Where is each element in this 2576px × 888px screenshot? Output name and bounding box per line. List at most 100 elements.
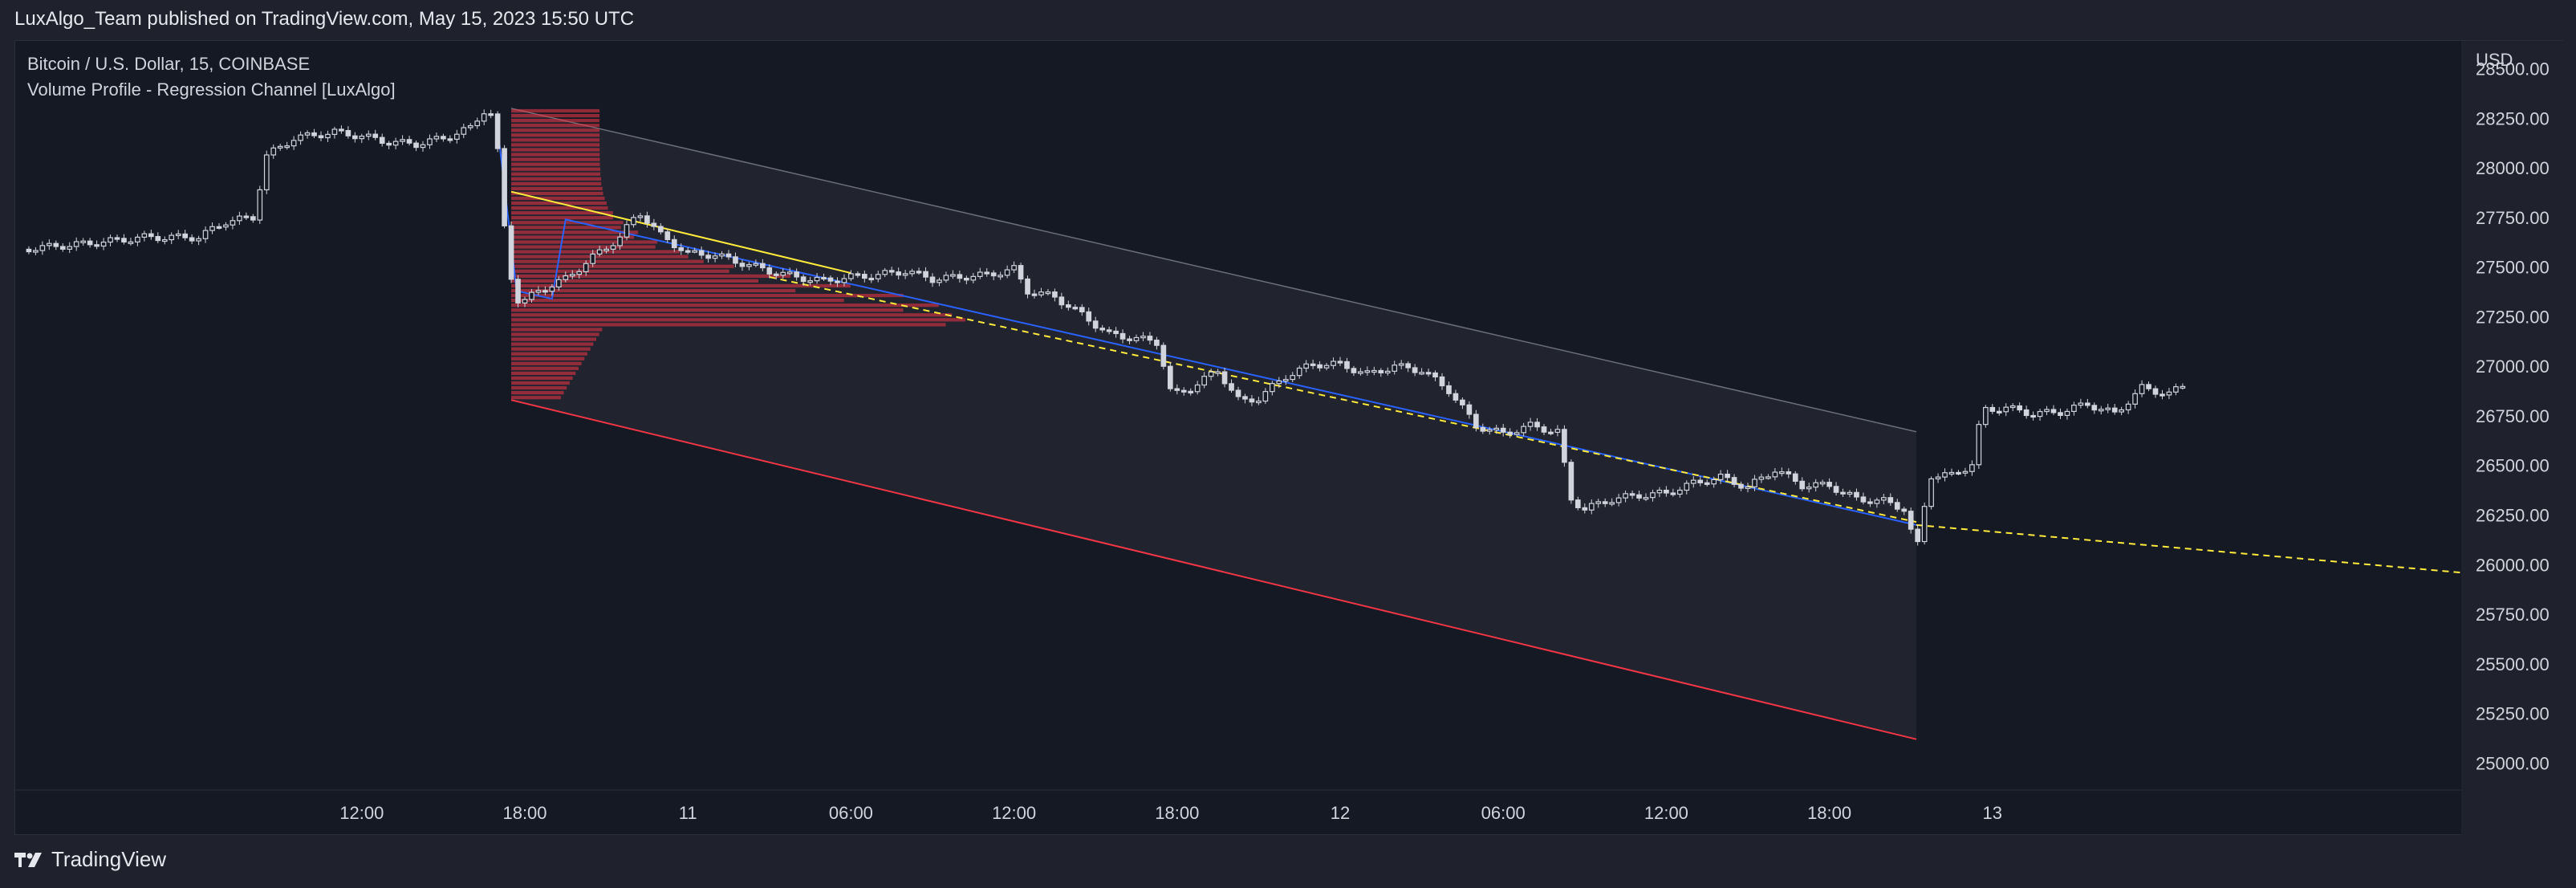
candle-body xyxy=(1113,330,1119,335)
candle-body xyxy=(1514,432,1520,435)
candle-body xyxy=(1772,471,1778,478)
profile-row xyxy=(511,113,600,118)
candle-body xyxy=(2003,406,2009,413)
candle-body xyxy=(80,240,87,243)
candle-body xyxy=(651,222,657,227)
candle-body xyxy=(692,250,698,253)
candle-body xyxy=(67,246,73,250)
candle-body xyxy=(657,226,664,233)
candle-body xyxy=(352,135,358,140)
candle-body xyxy=(698,250,705,256)
chart-legend: Bitcoin / U.S. Dollar, 15, COINBASE Volu… xyxy=(27,51,396,103)
candle-body xyxy=(386,142,392,146)
candle-body xyxy=(1242,396,1248,400)
profile-row xyxy=(511,186,603,191)
candle-body xyxy=(1677,489,1683,495)
profile-row xyxy=(511,148,600,152)
profile-row xyxy=(511,133,600,137)
candle-body xyxy=(2050,409,2057,413)
candle-body xyxy=(1412,367,1418,373)
profile-row xyxy=(511,308,904,312)
candle-body xyxy=(759,263,766,269)
candle-body xyxy=(563,275,569,280)
candle-body xyxy=(2085,402,2090,406)
profile-row xyxy=(511,381,570,385)
candle-body xyxy=(970,275,977,281)
candle-body xyxy=(2160,393,2165,397)
candle-body xyxy=(1867,501,1873,504)
profile-row xyxy=(511,191,603,196)
candle-body xyxy=(1405,363,1412,369)
candle-body xyxy=(2173,386,2179,393)
time-tick-label: 12:00 xyxy=(339,803,384,823)
indicator-title[interactable]: Volume Profile - Regression Channel [Lux… xyxy=(27,79,396,100)
candle-body xyxy=(114,237,120,240)
candle-body xyxy=(1574,499,1581,508)
candle-body xyxy=(603,248,609,251)
candle-body xyxy=(1331,360,1336,366)
candle-body xyxy=(1507,431,1514,435)
candle-body xyxy=(1480,426,1486,432)
candle-body xyxy=(631,217,636,226)
candle-body xyxy=(943,275,949,281)
candle-body xyxy=(1908,511,1914,530)
candle-body xyxy=(1215,371,1221,374)
profile-row xyxy=(511,255,689,259)
profile-row xyxy=(511,391,564,395)
candle-body xyxy=(529,291,534,300)
candle-body xyxy=(1256,400,1262,404)
profile-row xyxy=(511,211,613,215)
candle-body xyxy=(1127,338,1132,341)
candle-body xyxy=(263,154,270,191)
candle-body xyxy=(1738,483,1744,489)
candle-body xyxy=(977,271,983,277)
footer-brand[interactable]: TradingView xyxy=(51,847,167,871)
candle-body xyxy=(1180,389,1187,393)
profile-row xyxy=(511,143,600,147)
candle-body xyxy=(1282,378,1289,382)
candle-body xyxy=(896,271,902,276)
candle-body xyxy=(1962,470,1969,474)
candle-body xyxy=(909,271,915,275)
profile-row xyxy=(511,172,601,176)
candle-body xyxy=(1664,489,1669,494)
profile-row xyxy=(511,264,734,268)
profile-row xyxy=(511,332,599,336)
candle-body xyxy=(1901,508,1908,512)
price-tick-label: 28500.00 xyxy=(2476,59,2550,79)
candle-body xyxy=(1915,528,1921,543)
time-tick-label: 13 xyxy=(1983,803,2002,823)
candle-body xyxy=(481,113,487,122)
profile-row xyxy=(511,259,704,263)
profile-row xyxy=(511,157,600,161)
candle-body xyxy=(576,271,583,275)
candle-body xyxy=(284,145,290,149)
candle-body xyxy=(1229,383,1234,391)
candle-body xyxy=(1432,372,1438,378)
candle-body xyxy=(46,242,52,246)
profile-row xyxy=(511,283,851,288)
profile-row xyxy=(511,181,602,185)
candle-body xyxy=(2009,405,2016,409)
candle-body xyxy=(1092,320,1099,329)
price-tick-label: 27000.00 xyxy=(2476,356,2550,377)
candle-body xyxy=(1833,486,1839,493)
candle-body xyxy=(359,135,365,140)
candle-body xyxy=(1201,376,1208,386)
candle-body xyxy=(155,235,161,242)
candle-body xyxy=(1398,363,1404,366)
symbol-title[interactable]: Bitcoin / U.S. Dollar, 15, COINBASE xyxy=(27,54,311,74)
profile-row xyxy=(511,279,759,283)
candle-body xyxy=(1140,336,1146,339)
candle-body xyxy=(1119,332,1126,340)
price-tick-label: 28000.00 xyxy=(2476,158,2550,178)
candle-body xyxy=(1133,336,1140,341)
candle-body xyxy=(100,241,107,247)
candle-body xyxy=(2111,407,2118,413)
candle-body xyxy=(610,245,616,250)
candle-body xyxy=(678,246,685,251)
candle-body xyxy=(161,238,168,242)
candle-body xyxy=(2139,384,2145,394)
candle-body xyxy=(868,277,875,281)
